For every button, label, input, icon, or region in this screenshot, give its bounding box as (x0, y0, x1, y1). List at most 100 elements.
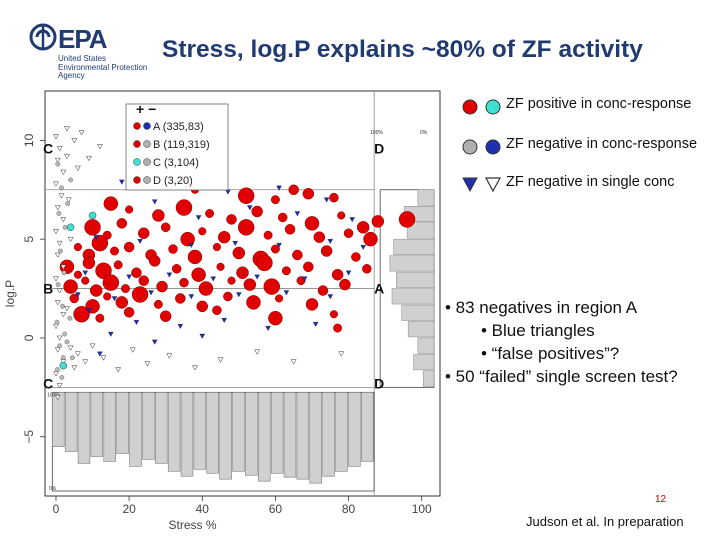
marginal-label-100: 100% (370, 130, 383, 136)
data-point-red (363, 231, 378, 247)
data-point-blue-triangle (210, 276, 216, 282)
data-point-blue-triangle (327, 238, 334, 244)
bottom-histogram-bar (322, 392, 335, 477)
data-point-red (356, 221, 370, 234)
data-point-red (371, 215, 385, 228)
data-point-blue-triangle (254, 274, 260, 280)
data-point-red (73, 270, 82, 279)
data-point-red (159, 310, 172, 322)
logo-subtitle: United States Environmental Protection A… (58, 54, 148, 80)
data-point-white-triangle (53, 276, 59, 282)
epa-flower-icon (29, 23, 57, 51)
region-label: C (43, 140, 53, 156)
data-point-red (187, 249, 203, 265)
stress-logp-scatter-chart: 100% 0% 100% 0% 0 20 40 60 80 100 −5 0 5 10 Stress %… (3, 90, 441, 532)
bottom-histogram-bar (77, 392, 91, 464)
bottom-histogram-bar (335, 392, 348, 472)
region-label: D (374, 140, 384, 156)
marginal-label-100: 100% (47, 392, 60, 398)
inset-legend-swatch (133, 176, 141, 184)
data-point-red (175, 199, 193, 216)
data-point-white-triangle (54, 347, 61, 353)
data-point-blue-triangle (323, 197, 330, 203)
inset-legend-swatch (133, 122, 141, 130)
data-point-red (59, 259, 75, 275)
bottom-histogram-bar (270, 392, 284, 474)
bottom-histogram-bar (206, 392, 219, 474)
data-point-gray (59, 375, 65, 380)
data-point-red (179, 277, 189, 288)
data-point-gray (60, 303, 65, 309)
data-point-white-triangle (56, 240, 63, 247)
data-point-gray (67, 315, 73, 321)
data-point-red (329, 192, 339, 203)
inset-legend-swatch (133, 158, 141, 166)
data-point-white-triangle (60, 217, 67, 223)
inset-legend-label: D (3,20) (153, 175, 193, 187)
bottom-histogram-bar (283, 392, 297, 478)
data-point-red (277, 212, 288, 223)
data-point-red (243, 278, 257, 291)
data-point-blue-triangle (137, 238, 143, 244)
data-point-white-triangle (338, 351, 345, 357)
data-point-red (116, 218, 128, 229)
legend-negative-circles-icon (462, 139, 501, 155)
data-point-red (216, 262, 225, 271)
bottom-histogram-bar (103, 392, 116, 462)
data-point-red (63, 279, 78, 294)
data-point-blue-triangle (75, 292, 81, 298)
right-histogram-bar (422, 370, 435, 387)
data-point-red (223, 291, 233, 302)
data-point-red (81, 276, 90, 285)
data-point-white-triangle (74, 351, 81, 357)
data-point-red (160, 222, 171, 233)
data-point-gray (54, 319, 60, 325)
data-point-blue-triangle (166, 272, 173, 278)
data-point-blue-triangle (188, 294, 195, 300)
data-point-red (237, 219, 255, 236)
data-point-blue-triangle (133, 319, 140, 325)
data-point-red (227, 276, 236, 285)
region-label: C (43, 375, 53, 391)
y-tick-label: 0 (22, 334, 36, 341)
data-point-red (125, 205, 134, 214)
data-point-gray (68, 177, 74, 183)
data-point-blue-triangle (265, 325, 271, 331)
data-point-white-triangle (67, 236, 74, 243)
data-point-red (337, 211, 346, 220)
bottom-histogram-bar (129, 392, 142, 467)
data-point-red (237, 187, 255, 204)
data-point-white-triangle (82, 359, 89, 365)
right-histogram-bar (389, 255, 435, 272)
inset-legend-swatch (143, 176, 151, 184)
right-histogram-bar (396, 271, 435, 288)
data-point-white-triangle (166, 353, 173, 359)
data-point-white-triangle (192, 365, 198, 371)
bullet-item: • “false positives”? (481, 344, 620, 363)
data-point-red (246, 295, 261, 310)
data-point-white-triangle (53, 371, 59, 377)
data-point-white-triangle (56, 383, 63, 389)
data-point-red (196, 300, 209, 313)
page-number: 12 (655, 494, 667, 505)
data-point-red (305, 298, 319, 311)
data-point-blue-triangle (312, 321, 319, 327)
bottom-histogram-bar (180, 392, 194, 477)
data-point-gray (65, 201, 71, 207)
data-point-red (351, 252, 361, 262)
data-point-blue-triangle (195, 215, 202, 221)
region-label: B (43, 281, 53, 297)
x-tick-label: 80 (342, 502, 356, 516)
data-point-red (232, 246, 246, 260)
right-histogram-bar (406, 222, 435, 239)
data-point-white-triangle (74, 165, 81, 172)
data-point-white-triangle (100, 355, 107, 361)
bottom-histogram-bar (142, 392, 155, 460)
inset-legend-swatch (143, 158, 151, 166)
data-point-white-triangle (96, 144, 103, 150)
data-point-blue-triangle (236, 292, 242, 298)
data-point-red (317, 285, 329, 296)
data-point-gray (55, 161, 61, 167)
data-point-red (198, 227, 207, 236)
data-point-red (131, 267, 142, 279)
